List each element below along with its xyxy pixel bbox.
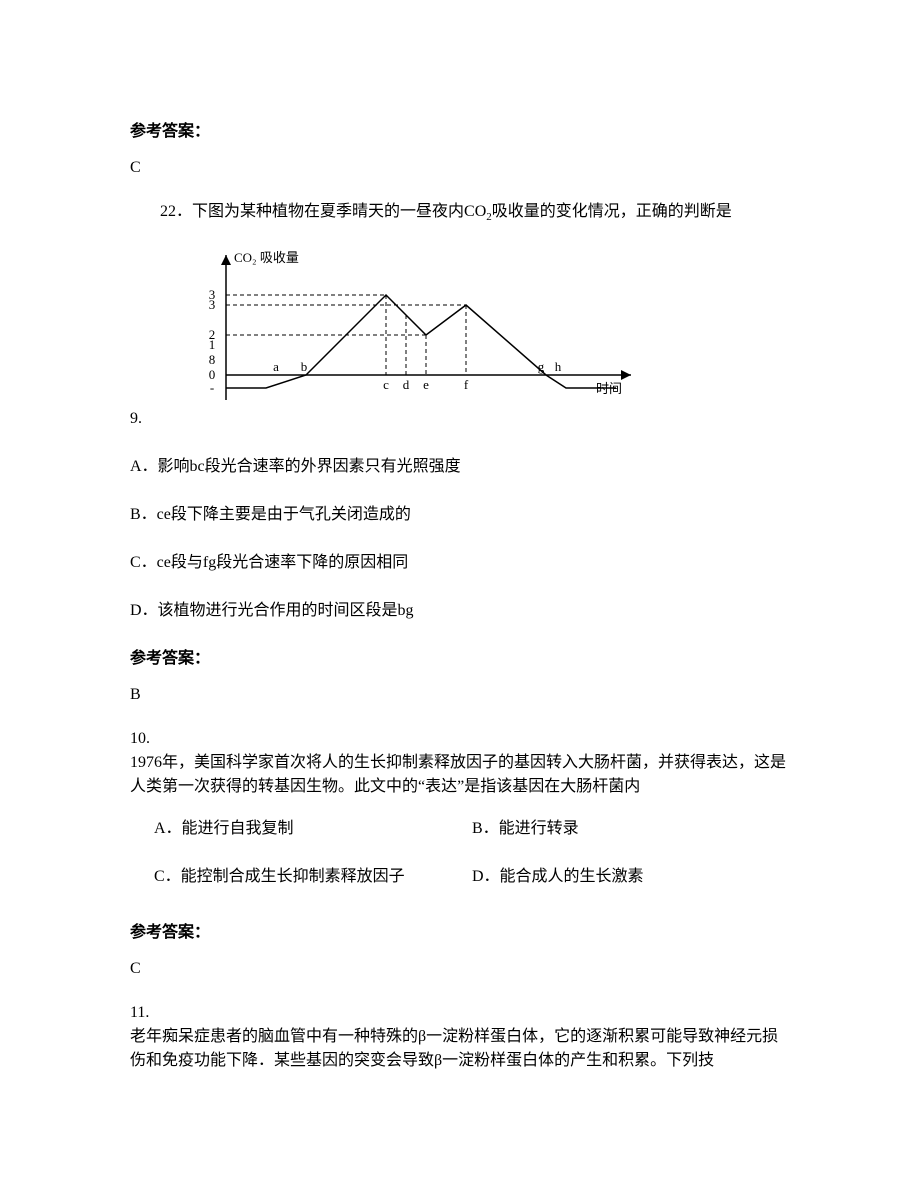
answer-header-q10: 参考答案：	[130, 921, 790, 945]
svg-text:e: e	[423, 377, 429, 392]
svg-text:-: -	[210, 380, 214, 395]
q11-num: 11.	[130, 1001, 790, 1025]
svg-text:2: 2	[209, 327, 216, 342]
svg-text:3: 3	[209, 287, 216, 302]
q10-option-b: B．能进行转录	[472, 817, 790, 841]
co2-label: CO	[464, 203, 486, 220]
svg-text:f: f	[464, 377, 469, 392]
q9-stem-line: 22．下图为某种植物在夏季晴天的一昼夜内CO2吸收量的变化情况，正确的判断是	[130, 200, 790, 226]
q9-option-c: C．ce段与fg段光合速率下降的原因相同	[130, 551, 790, 575]
q9-option-a: A．影响bc段光合速率的外界因素只有光照强度	[130, 455, 790, 479]
svg-text:a: a	[273, 359, 279, 374]
svg-text:h: h	[555, 359, 562, 374]
q9-outer-num: 9.	[130, 407, 142, 431]
answer-header-q9: 参考答案：	[130, 647, 790, 671]
svg-text:d: d	[403, 377, 410, 392]
q9-option-d: D．该植物进行光合作用的时间区段是bg	[130, 599, 790, 623]
answer-value-prev: C	[130, 156, 790, 180]
svg-text:8: 8	[209, 352, 216, 367]
q11-stem: 老年痴呆症患者的脑血管中有一种特殊的β一淀粉样蛋白体，它的逐渐积累可能导致神经元…	[130, 1025, 790, 1073]
q10-option-c: C．能控制合成生长抑制素释放因子	[154, 865, 472, 889]
q9-stem-suffix: 吸收量的变化情况，正确的判断是	[492, 203, 732, 220]
q9-option-b: B．ce段下降主要是由于气孔关闭造成的	[130, 503, 790, 527]
co2-chart-svg: CO₂ 吸收量时间-081233abcdefgh	[176, 240, 656, 415]
answer-header-prev: 参考答案：	[130, 120, 790, 144]
svg-text:0: 0	[209, 367, 216, 382]
svg-text:b: b	[301, 359, 308, 374]
q10-stem: 1976年，美国科学家首次将人的生长抑制素释放因子的基因转入大肠杆菌，并获得表达…	[130, 751, 790, 799]
q9-options: A．影响bc段光合速率的外界因素只有光照强度 B．ce段下降主要是由于气孔关闭造…	[130, 455, 790, 623]
answer-value-q9: B	[130, 683, 790, 707]
q9-stem-prefix: 下图为某种植物在夏季晴天的一昼夜内	[192, 203, 464, 220]
svg-text:g: g	[538, 359, 545, 374]
answer-value-q10: C	[130, 957, 790, 981]
q10-options: A．能进行自我复制 B．能进行转录 C．能控制合成生长抑制素释放因子 D．能合成…	[130, 805, 790, 901]
svg-text:c: c	[383, 377, 389, 392]
q9-inner-num: 22．	[160, 203, 192, 220]
q10-num: 10.	[130, 727, 790, 751]
q10-option-d: D．能合成人的生长激素	[472, 865, 790, 889]
q9-chart: CO₂ 吸收量时间-081233abcdefgh	[176, 240, 656, 423]
svg-text:CO₂ 吸收量: CO₂ 吸收量	[234, 250, 299, 265]
q10-option-a: A．能进行自我复制	[154, 817, 472, 841]
